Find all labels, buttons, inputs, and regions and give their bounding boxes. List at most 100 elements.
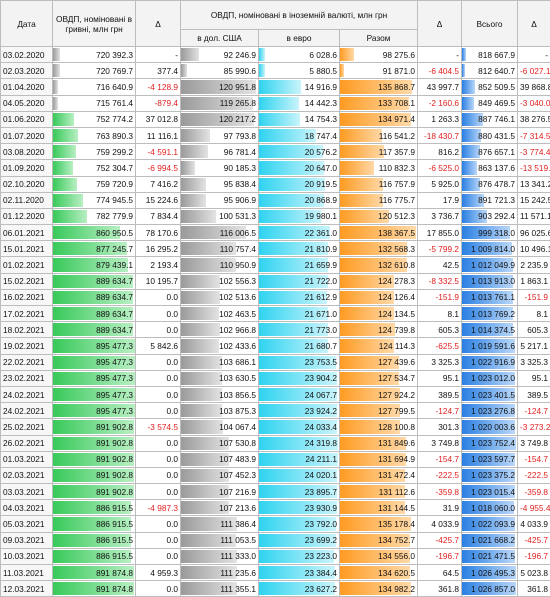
cell-eur[interactable]: 21 680.7 bbox=[259, 338, 340, 354]
cell-uah-delta[interactable]: 0.0 bbox=[136, 322, 181, 338]
cell-total[interactable]: 818 667.9 bbox=[462, 47, 518, 63]
cell-uah[interactable]: 774 945.5 bbox=[53, 192, 136, 208]
header-fx-total[interactable]: Разом bbox=[340, 30, 418, 47]
cell-fx-delta[interactable]: -6 404.5 bbox=[418, 63, 462, 79]
cell-uah[interactable]: 891 902.8 bbox=[53, 419, 136, 435]
cell-fx-total[interactable]: 132 568.3 bbox=[340, 241, 418, 257]
cell-eur[interactable]: 21 671.0 bbox=[259, 306, 340, 322]
cell-usd[interactable]: 90 185.3 bbox=[181, 160, 259, 176]
cell-fx-total[interactable]: 127 534.7 bbox=[340, 370, 418, 386]
cell-eur[interactable]: 23 753.5 bbox=[259, 354, 340, 370]
cell-total[interactable]: 852 509.5 bbox=[462, 79, 518, 95]
header-fx-delta[interactable]: Δ bbox=[418, 1, 462, 47]
cell-uah[interactable]: 860 950.5 bbox=[53, 225, 136, 241]
cell-fx-delta[interactable]: -154.7 bbox=[418, 451, 462, 467]
cell-uah-delta[interactable]: 0.0 bbox=[136, 484, 181, 500]
cell-date[interactable]: 25.02.2021 bbox=[1, 419, 53, 435]
cell-fx-total[interactable]: 116 541.2 bbox=[340, 127, 418, 143]
cell-date[interactable]: 03.08.2020 bbox=[1, 144, 53, 160]
cell-total[interactable]: 1 023 012.0 bbox=[462, 370, 518, 386]
cell-usd[interactable]: 111 386.4 bbox=[181, 516, 259, 532]
cell-date[interactable]: 05.03.2021 bbox=[1, 516, 53, 532]
cell-usd[interactable]: 107 483.9 bbox=[181, 451, 259, 467]
cell-date[interactable]: 06.01.2021 bbox=[1, 225, 53, 241]
cell-usd[interactable]: 96 781.4 bbox=[181, 144, 259, 160]
cell-usd[interactable]: 111 235.6 bbox=[181, 565, 259, 581]
header-uah-delta[interactable]: Δ bbox=[136, 1, 181, 47]
cell-total-delta[interactable]: -7 314.5 bbox=[518, 127, 550, 143]
cell-uah-delta[interactable]: 0.0 bbox=[136, 289, 181, 305]
header-date[interactable]: Дата bbox=[1, 1, 53, 47]
cell-fx-total[interactable]: 116 775.7 bbox=[340, 192, 418, 208]
cell-date[interactable]: 01.02.2021 bbox=[1, 257, 53, 273]
cell-total[interactable]: 1 013 769.2 bbox=[462, 306, 518, 322]
cell-fx-total[interactable]: 131 144.5 bbox=[340, 500, 418, 516]
cell-uah[interactable]: 891 902.8 bbox=[53, 451, 136, 467]
cell-total-delta[interactable]: 3 325.3 bbox=[518, 354, 550, 370]
cell-uah-delta[interactable]: 16 295.2 bbox=[136, 241, 181, 257]
cell-total-delta[interactable]: -3 040.0 bbox=[518, 95, 550, 111]
cell-fx-total[interactable]: 128 100.8 bbox=[340, 419, 418, 435]
cell-uah[interactable]: 886 915.5 bbox=[53, 500, 136, 516]
cell-usd[interactable]: 97 793.8 bbox=[181, 127, 259, 143]
cell-total[interactable]: 863 137.6 bbox=[462, 160, 518, 176]
cell-fx-total[interactable]: 138 367.5 bbox=[340, 225, 418, 241]
cell-total-delta[interactable]: -222.5 bbox=[518, 467, 550, 483]
cell-fx-delta[interactable]: -5 799.2 bbox=[418, 241, 462, 257]
cell-fx-delta[interactable]: -124.7 bbox=[418, 403, 462, 419]
cell-eur[interactable]: 21 659.9 bbox=[259, 257, 340, 273]
cell-total-delta[interactable]: -13 519.5 bbox=[518, 160, 550, 176]
cell-total[interactable]: 849 469.5 bbox=[462, 95, 518, 111]
cell-usd[interactable]: 100 531.3 bbox=[181, 208, 259, 224]
cell-total-delta[interactable]: 4 033.9 bbox=[518, 516, 550, 532]
cell-uah[interactable]: 889 634.7 bbox=[53, 306, 136, 322]
cell-usd[interactable]: 103 856.5 bbox=[181, 386, 259, 402]
cell-total-delta[interactable]: -425.7 bbox=[518, 532, 550, 548]
cell-uah[interactable]: 886 915.5 bbox=[53, 548, 136, 564]
cell-usd[interactable]: 107 213.6 bbox=[181, 500, 259, 516]
cell-eur[interactable]: 23 895.7 bbox=[259, 484, 340, 500]
cell-total-delta[interactable]: 95.1 bbox=[518, 370, 550, 386]
cell-uah-delta[interactable]: - bbox=[136, 47, 181, 63]
cell-usd[interactable]: 107 216.9 bbox=[181, 484, 259, 500]
cell-usd[interactable]: 111 333.0 bbox=[181, 548, 259, 564]
cell-usd[interactable]: 110 757.4 bbox=[181, 241, 259, 257]
cell-fx-delta[interactable]: 31.9 bbox=[418, 500, 462, 516]
cell-eur[interactable]: 23 223.0 bbox=[259, 548, 340, 564]
cell-uah[interactable]: 720 769.7 bbox=[53, 63, 136, 79]
cell-fx-delta[interactable]: 301.3 bbox=[418, 419, 462, 435]
cell-uah-delta[interactable]: 0.0 bbox=[136, 370, 181, 386]
cell-fx-delta[interactable]: -18 430.7 bbox=[418, 127, 462, 143]
cell-total[interactable]: 1 013 913.0 bbox=[462, 273, 518, 289]
cell-total-delta[interactable]: 13 341.2 bbox=[518, 176, 550, 192]
cell-eur[interactable]: 23 924.2 bbox=[259, 403, 340, 419]
cell-fx-delta[interactable]: -6 525.0 bbox=[418, 160, 462, 176]
cell-uah[interactable]: 763 890.3 bbox=[53, 127, 136, 143]
cell-uah-delta[interactable]: 0.0 bbox=[136, 306, 181, 322]
cell-uah-delta[interactable]: 37 012.8 bbox=[136, 111, 181, 127]
cell-fx-delta[interactable]: 42.5 bbox=[418, 257, 462, 273]
cell-uah-delta[interactable]: 2 193.4 bbox=[136, 257, 181, 273]
cell-fx-delta[interactable]: 4 033.9 bbox=[418, 516, 462, 532]
cell-total-delta[interactable]: -154.7 bbox=[518, 451, 550, 467]
cell-date[interactable]: 15.02.2021 bbox=[1, 273, 53, 289]
cell-usd[interactable]: 103 686.1 bbox=[181, 354, 259, 370]
cell-uah[interactable]: 759 720.9 bbox=[53, 176, 136, 192]
cell-fx-total[interactable]: 120 512.3 bbox=[340, 208, 418, 224]
cell-fx-total[interactable]: 132 610.8 bbox=[340, 257, 418, 273]
cell-usd[interactable]: 116 006.5 bbox=[181, 225, 259, 241]
cell-date[interactable]: 09.03.2021 bbox=[1, 532, 53, 548]
cell-fx-delta[interactable]: -625.5 bbox=[418, 338, 462, 354]
cell-fx-delta[interactable]: 605.3 bbox=[418, 322, 462, 338]
cell-date[interactable]: 01.06.2020 bbox=[1, 111, 53, 127]
cell-fx-total[interactable]: 124 134.5 bbox=[340, 306, 418, 322]
cell-usd[interactable]: 95 838.4 bbox=[181, 176, 259, 192]
cell-fx-delta[interactable]: -2 160.6 bbox=[418, 95, 462, 111]
cell-usd[interactable]: 110 950.9 bbox=[181, 257, 259, 273]
cell-total[interactable]: 1 023 375.2 bbox=[462, 467, 518, 483]
cell-fx-delta[interactable]: 17 855.0 bbox=[418, 225, 462, 241]
cell-uah[interactable]: 891 874.8 bbox=[53, 581, 136, 597]
cell-total-delta[interactable]: -196.7 bbox=[518, 548, 550, 564]
cell-uah[interactable]: 891 874.8 bbox=[53, 565, 136, 581]
cell-fx-total[interactable]: 135 178.4 bbox=[340, 516, 418, 532]
